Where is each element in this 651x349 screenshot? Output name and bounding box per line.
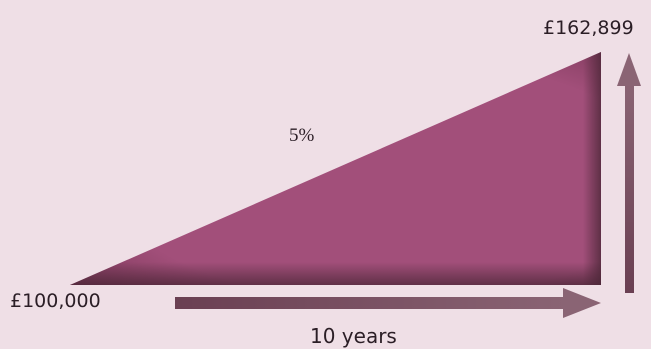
end-value-label: £162,899 — [543, 17, 634, 39]
growth-wedge-fill — [70, 52, 601, 285]
growth-arrow — [617, 53, 641, 293]
duration-arrow — [175, 288, 601, 318]
growth-arrow-shaft — [625, 82, 634, 293]
growth-wedge-shading — [70, 52, 601, 285]
duration-label: 10 years — [310, 324, 397, 348]
start-value-label: £100,000 — [10, 290, 101, 312]
interest-rate-label: 5% — [289, 125, 315, 146]
duration-arrow-head — [563, 288, 601, 318]
wedge-right-shade — [583, 52, 601, 285]
growth-wedge — [70, 52, 601, 285]
growth-arrow-head — [617, 53, 641, 86]
duration-arrow-shaft — [175, 297, 567, 309]
wedge-bottom-shade — [70, 262, 601, 285]
